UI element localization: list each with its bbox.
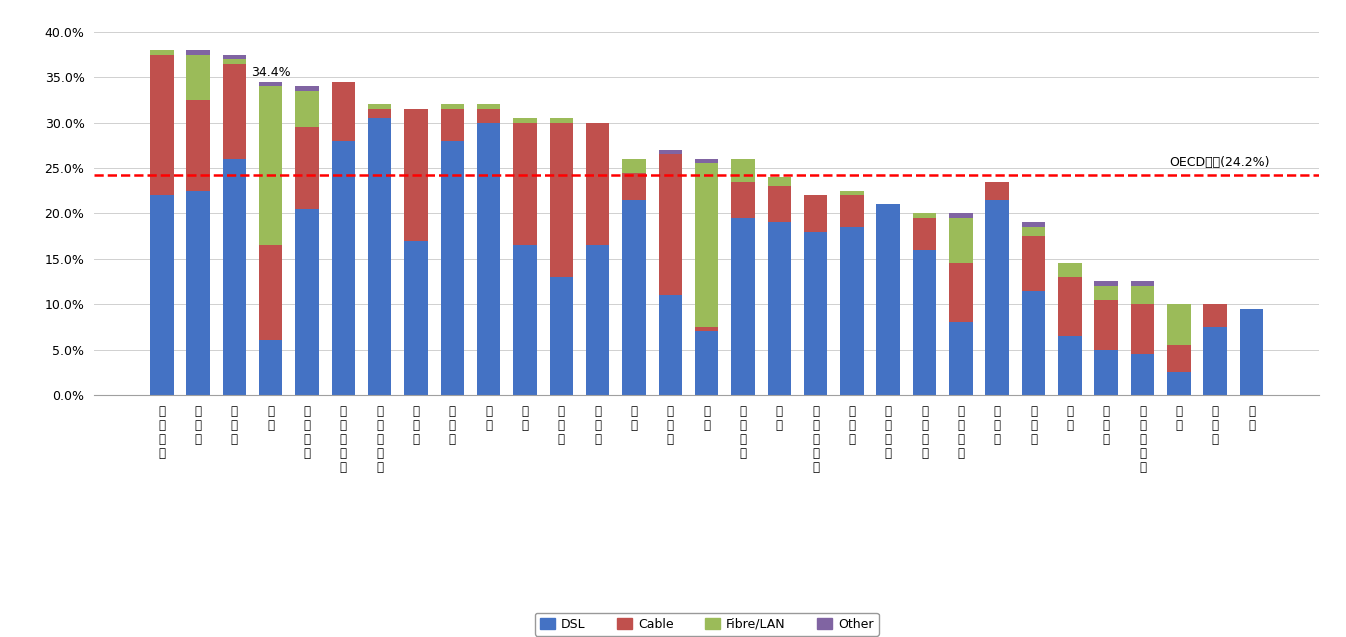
Bar (1094, 282, 1119, 286)
Bar (1058, 336, 1082, 395)
Bar (876, 204, 900, 395)
Bar (476, 122, 501, 395)
Bar (1131, 282, 1155, 286)
Bar (731, 182, 755, 218)
Bar (1203, 304, 1228, 327)
Bar (949, 213, 973, 218)
Bar (222, 59, 246, 64)
Bar (1022, 290, 1046, 395)
Bar (695, 164, 719, 327)
Bar (913, 250, 937, 395)
Bar (476, 109, 501, 122)
Bar (1022, 222, 1046, 227)
Bar (658, 150, 682, 154)
Bar (295, 87, 319, 91)
Bar (186, 55, 210, 100)
Bar (513, 122, 537, 245)
Bar (1131, 304, 1155, 354)
Bar (295, 127, 319, 209)
Bar (949, 263, 973, 322)
Bar (1094, 350, 1119, 395)
Bar (1094, 299, 1119, 350)
Bar (804, 195, 828, 232)
Bar (840, 195, 864, 227)
Bar (658, 154, 682, 295)
Bar (404, 109, 428, 241)
Bar (513, 118, 537, 122)
Text: 34.4%: 34.4% (250, 66, 291, 79)
Bar (767, 177, 791, 186)
Bar (440, 104, 464, 109)
Bar (1058, 277, 1082, 336)
Bar (149, 195, 174, 395)
Bar (767, 186, 791, 222)
Bar (622, 200, 646, 395)
Bar (913, 218, 937, 250)
Bar (767, 222, 791, 395)
Bar (1203, 327, 1228, 395)
Bar (331, 141, 355, 395)
Bar (913, 213, 937, 218)
Bar (840, 227, 864, 395)
Bar (1131, 354, 1155, 395)
Bar (258, 82, 283, 86)
Bar (985, 200, 1010, 395)
Bar (295, 209, 319, 395)
Bar (367, 109, 392, 118)
Bar (258, 340, 283, 395)
Bar (1094, 286, 1119, 299)
Bar (367, 118, 392, 395)
Bar (658, 295, 682, 395)
Bar (295, 91, 319, 127)
Bar (949, 218, 973, 263)
Bar (1058, 263, 1082, 277)
Bar (513, 245, 537, 395)
Bar (1022, 227, 1046, 236)
Bar (258, 245, 283, 340)
Bar (695, 327, 719, 331)
Bar (549, 122, 573, 277)
Bar (186, 100, 210, 190)
Bar (731, 159, 755, 182)
Bar (258, 86, 283, 245)
Bar (949, 322, 973, 395)
Bar (404, 241, 428, 395)
Bar (549, 118, 573, 122)
Bar (440, 109, 464, 141)
Bar (840, 190, 864, 195)
Bar (222, 55, 246, 59)
Legend: DSL, Cable, Fibre/LAN, Other: DSL, Cable, Fibre/LAN, Other (534, 613, 879, 636)
Bar (222, 159, 246, 395)
Bar (1240, 309, 1264, 395)
Bar (804, 232, 828, 395)
Bar (985, 182, 1010, 200)
Bar (622, 173, 646, 200)
Bar (1167, 304, 1191, 345)
Bar (149, 50, 174, 55)
Bar (1167, 372, 1191, 395)
Bar (695, 159, 719, 164)
Bar (695, 331, 719, 395)
Bar (331, 82, 355, 141)
Bar (149, 55, 174, 195)
Bar (622, 159, 646, 173)
Bar (476, 104, 501, 109)
Bar (186, 50, 210, 55)
Bar (367, 104, 392, 109)
Bar (549, 277, 573, 395)
Text: OECD평균(24.2%): OECD평균(24.2%) (1170, 156, 1269, 169)
Bar (186, 190, 210, 395)
Bar (1131, 286, 1155, 304)
Bar (1167, 345, 1191, 372)
Bar (586, 245, 610, 395)
Bar (222, 64, 246, 159)
Bar (731, 218, 755, 395)
Bar (586, 122, 610, 245)
Bar (440, 141, 464, 395)
Bar (1022, 236, 1046, 290)
